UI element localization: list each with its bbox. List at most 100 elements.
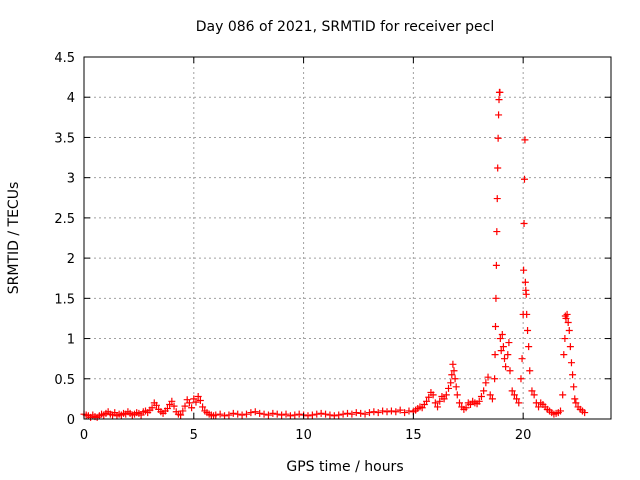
data-point-marker	[506, 367, 514, 375]
data-point-marker	[436, 397, 444, 405]
data-point-marker	[425, 393, 433, 401]
data-point-marker	[339, 410, 347, 418]
data-point-marker	[322, 410, 330, 418]
data-point-marker	[199, 403, 207, 411]
data-point-marker	[452, 383, 460, 391]
data-point-marker	[560, 351, 568, 359]
data-point-marker	[488, 395, 496, 403]
data-point-marker	[379, 407, 387, 415]
plot-frame	[83, 56, 612, 420]
data-point-marker	[251, 408, 259, 416]
data-point-marker	[493, 195, 501, 203]
data-point-marker	[524, 327, 532, 335]
x-tick-label: 0	[80, 428, 88, 443]
data-point-marker	[344, 409, 351, 417]
data-point-marker	[562, 314, 570, 322]
x-axis-label: GPS time / hours	[286, 459, 403, 475]
data-point-marker	[498, 331, 506, 339]
data-point-marker	[317, 409, 325, 417]
data-point-marker	[499, 343, 507, 351]
chart-title: Day 086 of 2021, SRMTID for receiver pec…	[196, 19, 495, 35]
data-point-marker	[348, 410, 356, 418]
axis-ticks: 0 5 10 15 20 0 0.5 1 1.5 2 2.5 3 3.5 4 4.5	[54, 51, 611, 443]
data-point-marker	[504, 351, 512, 359]
data-point-marker	[326, 411, 334, 419]
y-tick-label: 0.5	[54, 373, 75, 388]
data-points	[80, 88, 589, 421]
x-tick-label: 10	[295, 428, 312, 443]
data-point-marker	[455, 399, 463, 407]
data-point-marker	[286, 412, 294, 420]
data-point-marker	[163, 405, 171, 413]
y-tick-label: 3.5	[54, 131, 75, 146]
data-point-marker	[401, 409, 409, 417]
data-point-marker	[486, 391, 494, 399]
data-point-marker	[423, 397, 431, 405]
data-point-marker	[535, 403, 543, 411]
data-point-marker	[185, 399, 193, 407]
x-tick-label: 5	[190, 428, 198, 443]
data-point-marker	[308, 411, 316, 419]
data-point-marker	[513, 395, 521, 403]
data-point-marker	[242, 410, 250, 418]
data-point-marker	[493, 228, 501, 236]
data-point-marker	[221, 412, 229, 420]
y-tick-label: 1.5	[54, 292, 75, 307]
data-point-marker	[462, 404, 470, 412]
data-point-marker	[491, 322, 499, 330]
data-point-marker	[431, 399, 439, 407]
y-tick-label: 4.5	[54, 51, 75, 66]
data-point-marker	[192, 398, 200, 406]
data-point-marker	[521, 278, 529, 286]
data-point-marker	[374, 409, 382, 417]
data-point-marker	[295, 410, 303, 418]
data-point-marker	[570, 383, 578, 391]
data-point-marker	[522, 290, 530, 298]
data-point-marker	[480, 387, 488, 395]
data-point-marker	[528, 387, 536, 395]
data-point-marker	[508, 387, 516, 395]
data-point-marker	[475, 397, 483, 405]
data-point-marker	[170, 402, 178, 410]
data-point-marker	[450, 367, 458, 375]
data-point-marker	[451, 375, 459, 383]
data-point-marker	[260, 410, 268, 418]
data-point-marker	[447, 379, 455, 387]
data-point-marker	[440, 395, 448, 403]
data-point-marker	[278, 411, 286, 419]
data-point-marker	[247, 409, 255, 417]
data-point-marker	[525, 343, 533, 351]
data-point-marker	[492, 294, 500, 302]
data-point-marker	[569, 371, 577, 379]
data-point-marker	[229, 409, 237, 417]
data-point-marker	[234, 410, 242, 418]
data-point-marker	[181, 402, 189, 410]
data-point-marker	[517, 375, 525, 383]
data-point-marker	[396, 406, 404, 414]
x-tick-label: 15	[405, 428, 422, 443]
data-point-marker	[581, 409, 589, 417]
data-point-marker	[383, 408, 391, 416]
y-tick-label: 4	[67, 91, 75, 106]
data-point-marker	[520, 175, 528, 183]
data-point-marker	[559, 391, 567, 399]
data-point-marker	[361, 410, 369, 418]
data-point-marker	[365, 409, 373, 417]
data-point-marker	[304, 412, 312, 420]
data-point-marker	[563, 310, 571, 318]
y-tick-label: 0	[67, 413, 75, 428]
data-point-marker	[269, 409, 277, 417]
data-point-marker	[357, 409, 365, 417]
data-point-marker	[168, 397, 176, 405]
data-point-marker	[177, 411, 185, 419]
data-point-marker	[565, 327, 573, 335]
data-point-marker	[273, 410, 281, 418]
data-point-marker	[526, 367, 534, 375]
data-point-marker	[564, 318, 572, 326]
data-point-marker	[572, 399, 580, 407]
data-point-marker	[521, 136, 529, 144]
data-point-marker	[571, 395, 579, 403]
data-point-marker	[196, 396, 204, 404]
data-point-marker	[282, 410, 290, 418]
